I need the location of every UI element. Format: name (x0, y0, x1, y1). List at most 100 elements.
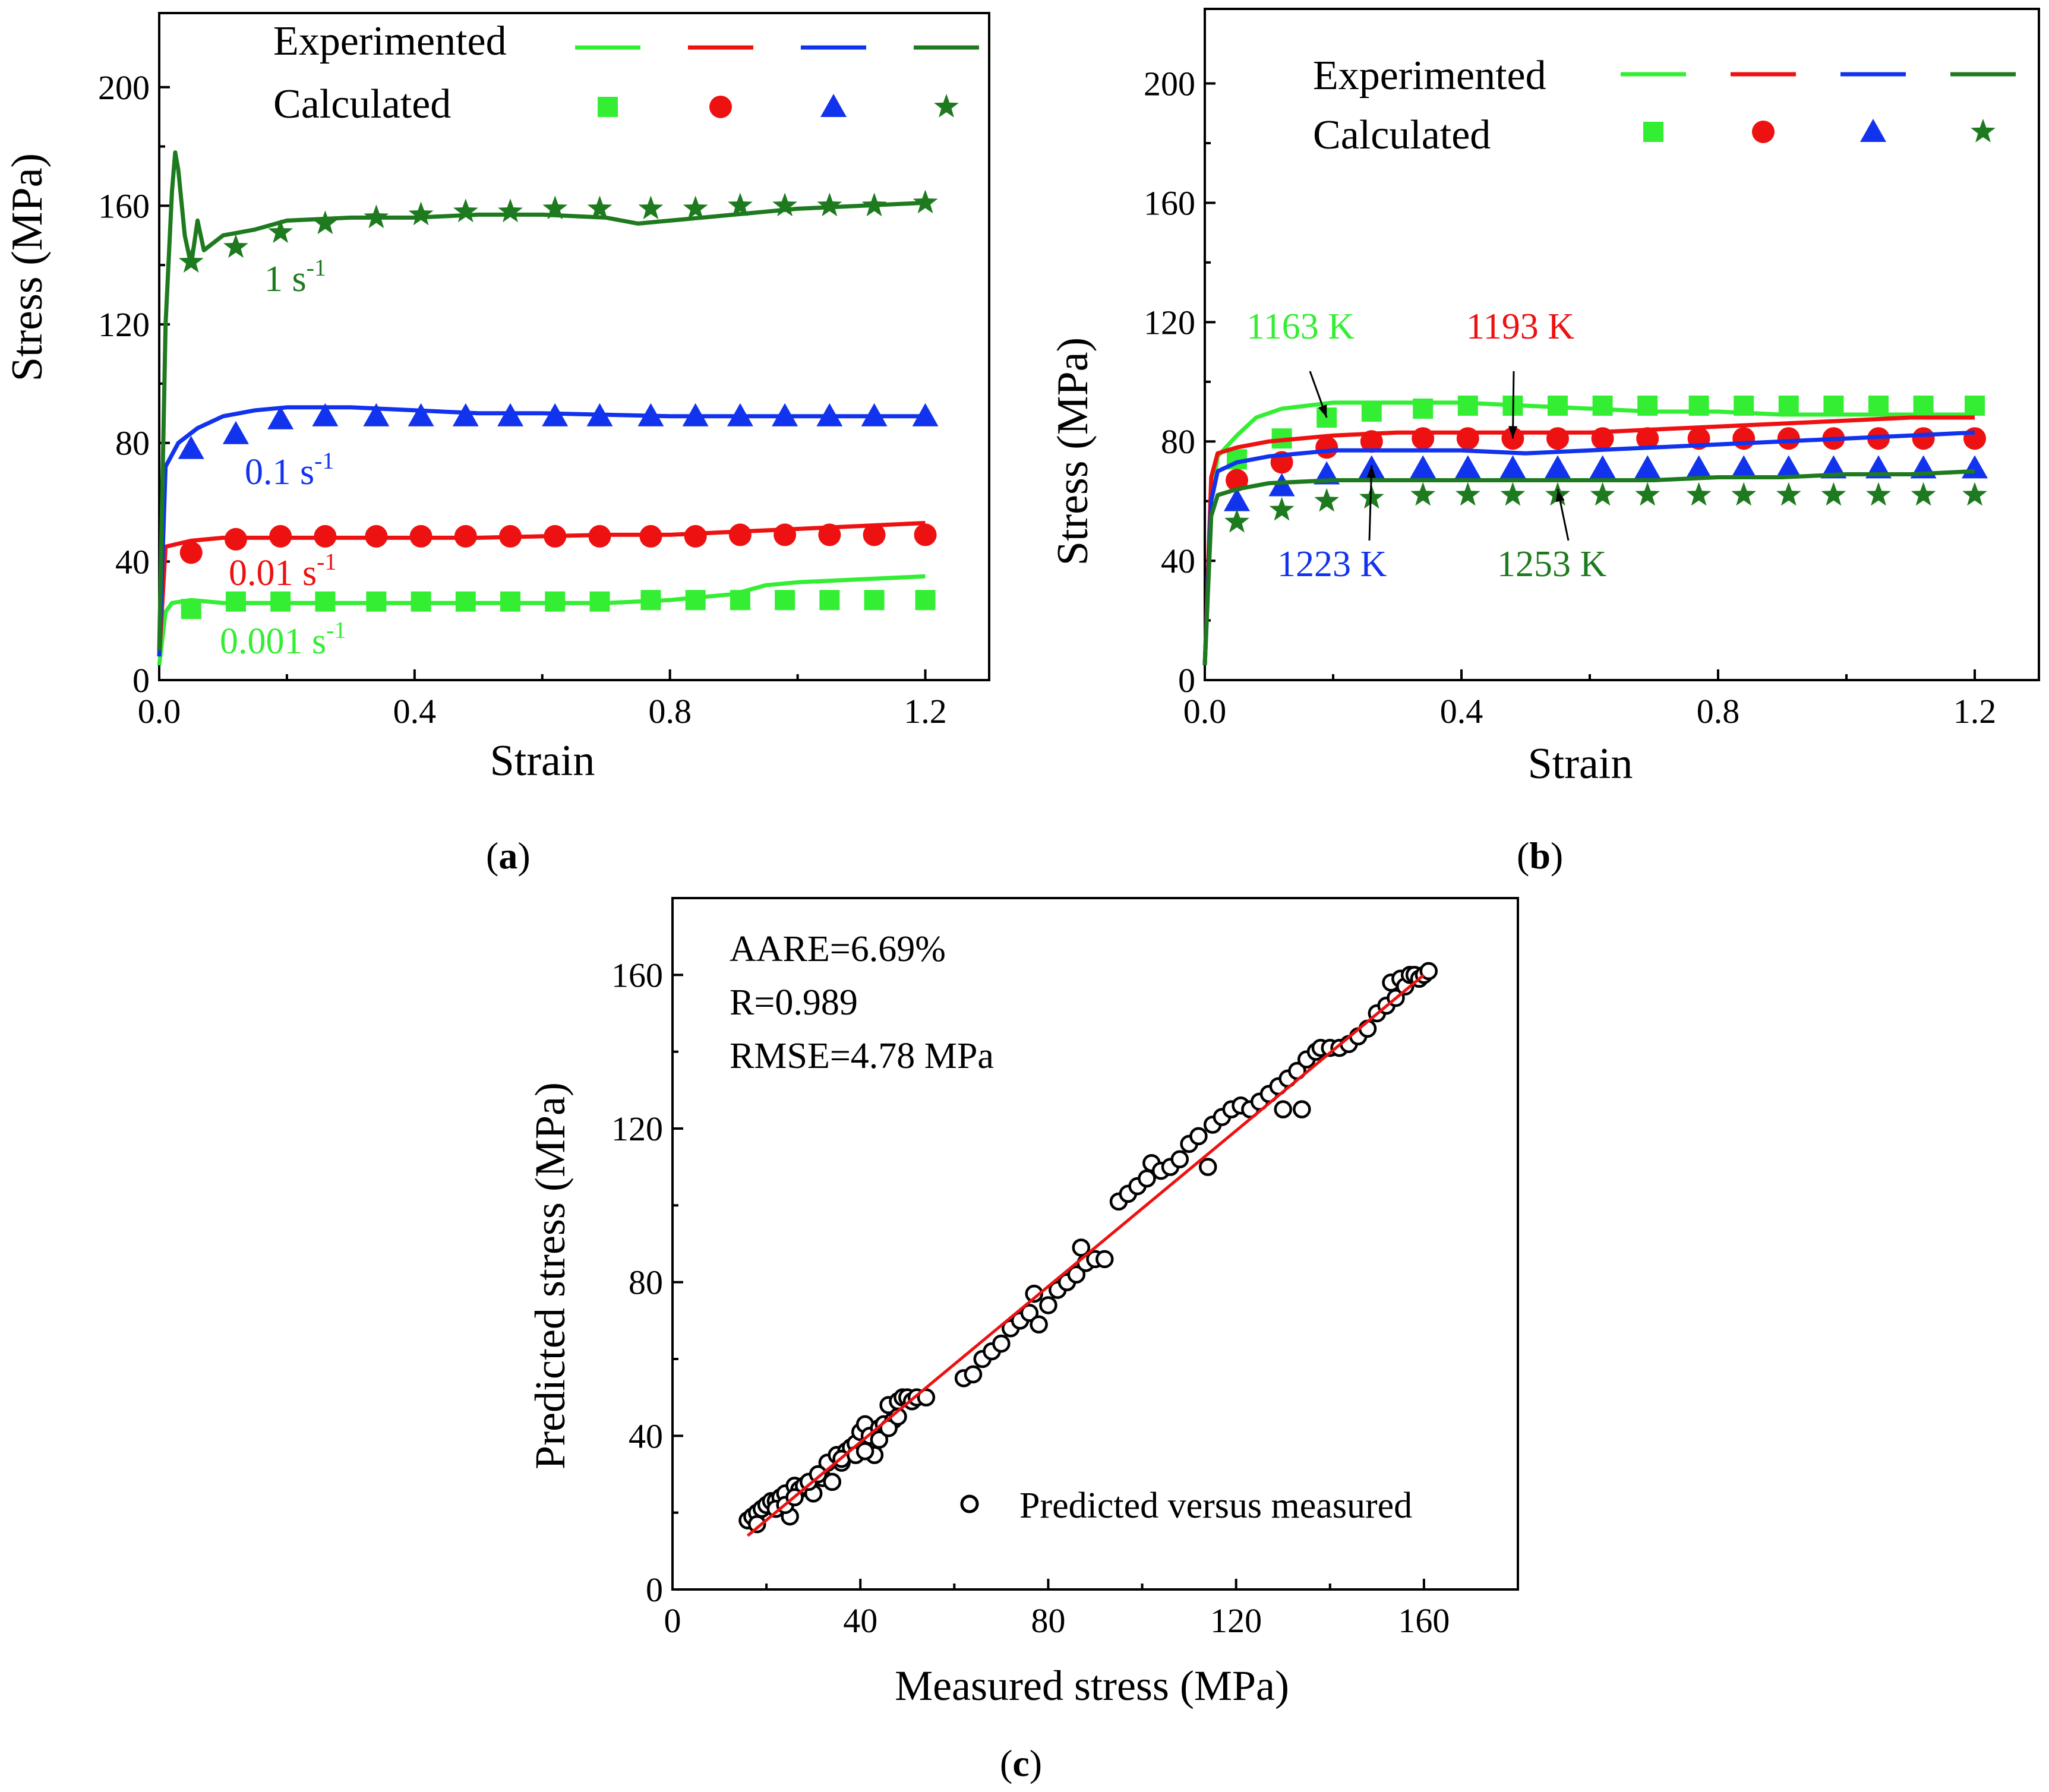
scatter-point (917, 1388, 936, 1407)
x-tick-label: 160 (1398, 1601, 1450, 1640)
series-point-square (1413, 398, 1434, 419)
series-point-triangle (1499, 455, 1526, 479)
series-point-star (1410, 482, 1436, 506)
series-point-square (315, 591, 336, 612)
series-point-star (1911, 482, 1936, 506)
scatter-point (748, 1515, 766, 1534)
series-point-square (1734, 395, 1754, 416)
y-tick-label: 40 (1161, 542, 1195, 580)
y-tick-label: 120 (1144, 303, 1195, 342)
panel-a-ylabel: Stress (MPa) (3, 153, 52, 381)
series-point-star (453, 198, 478, 223)
panel-b-caption: (b) (1517, 835, 1563, 877)
fit-line (746, 974, 1425, 1537)
annotation-label: 1223 K (1277, 544, 1387, 584)
scatter-point (855, 1442, 874, 1461)
series-point-square (685, 590, 706, 611)
series-point-star (498, 198, 523, 223)
plot-frame (158, 12, 990, 681)
series-point-square (1688, 395, 1709, 416)
series-point-star (1269, 497, 1295, 521)
series-point-star (683, 195, 708, 220)
series-point-square (1778, 395, 1799, 416)
y-tick-label: 80 (1161, 422, 1195, 461)
scatter-point (1419, 962, 1438, 981)
panel-c-ylabel: Predicted stress (MPa) (526, 1082, 574, 1469)
panel-b-marks: 0.0 0.4 0.8 1.2 0 40 80 120 160 200 1163 K 1193 K 12… (1144, 8, 2040, 731)
series-point-star (1500, 482, 1526, 506)
series-point-star (1455, 482, 1480, 506)
y-tick-label: 160 (611, 956, 663, 994)
scatter-point (1095, 1250, 1114, 1269)
series-point-triangle (861, 403, 888, 426)
annotation-label: 1193 K (1466, 306, 1574, 347)
series-point-circle (1777, 427, 1800, 450)
series-point-circle (728, 523, 752, 546)
series-line-star (1202, 469, 1975, 666)
series-point-circle (639, 524, 662, 548)
annotation-arrowhead (1555, 489, 1565, 502)
x-tick-label: 1.2 (904, 692, 947, 731)
legend-marker-sample (934, 94, 959, 118)
series-point-square (819, 590, 840, 611)
panel-a-xlabel: Strain (490, 737, 595, 785)
series-point-triangle (178, 435, 204, 459)
series-point-circle (773, 523, 797, 546)
series-point-square (915, 590, 936, 611)
y-tick-label: 200 (1144, 65, 1195, 103)
legend-marker-sample (1643, 122, 1663, 142)
legend-marker-sample (709, 96, 732, 118)
y-tick-label: 40 (115, 542, 150, 581)
legend-marker-sample (598, 97, 618, 117)
x-tick-label: 120 (1210, 1601, 1262, 1640)
series-line-circle (1202, 415, 1975, 666)
scatter-point (1067, 1265, 1086, 1284)
series-point-square (1637, 395, 1658, 416)
series-point-star (772, 192, 797, 217)
series-point-star (1224, 508, 1249, 533)
series-point-triangle (727, 403, 753, 426)
panel-c-stat-r: R=0.989 (730, 982, 858, 1023)
panel-c-caption: (c) (1000, 1742, 1042, 1784)
panel-c-stat-aare: AARE=6.69% (730, 929, 946, 969)
series-label: 0.1 s-1 (245, 447, 334, 492)
series-point-star (312, 210, 338, 235)
scatter-point (1274, 1100, 1292, 1118)
x-tick-label: 80 (1031, 1601, 1065, 1640)
series-point-star (1866, 482, 1891, 506)
series-point-triangle (1454, 455, 1481, 479)
series-point-star (1776, 482, 1801, 506)
series-point-circle (269, 524, 292, 548)
y-tick-label: 0 (646, 1570, 663, 1609)
x-tick-label: 0.8 (648, 692, 692, 731)
panel-c-legend-marker (960, 1494, 979, 1513)
series-point-triangle (816, 403, 843, 426)
series-point-triangle (912, 403, 939, 426)
scatter-point (1039, 1296, 1057, 1314)
series-point-circle (1591, 427, 1614, 450)
series-point-circle (454, 524, 477, 548)
series-point-square (589, 591, 610, 612)
series-point-star (1314, 488, 1340, 512)
series-point-circle (863, 523, 886, 546)
series-point-circle (1360, 430, 1383, 453)
series-point-circle (1636, 427, 1659, 450)
series-line-triangle (1202, 430, 1975, 666)
legend-marker-sample (1971, 119, 1996, 143)
panel-c-marks: 0 40 80 120 160 0 40 80 120 160 (611, 897, 1519, 1640)
series-point-star (587, 195, 613, 220)
panel-b-ylabel: Stress (MPa) (1049, 337, 1097, 565)
x-tick-label: 0.8 (1697, 692, 1740, 731)
series-point-circle (409, 524, 432, 548)
scatter-point (1293, 1100, 1311, 1118)
series-point-circle (544, 524, 567, 548)
x-tick-label: 40 (843, 1601, 877, 1640)
panel-b-legend-calculated: Calculated (1313, 112, 1491, 158)
panel-b-legend-experimented: Experimented (1313, 53, 1546, 99)
series-label: 0.001 s-1 (220, 617, 346, 662)
series-point-star (1821, 482, 1846, 506)
series-point-triangle (363, 403, 390, 426)
x-tick-label: 0.4 (393, 692, 437, 731)
series-point-star (1635, 482, 1660, 506)
series-label: 0.01 s-1 (229, 548, 336, 593)
